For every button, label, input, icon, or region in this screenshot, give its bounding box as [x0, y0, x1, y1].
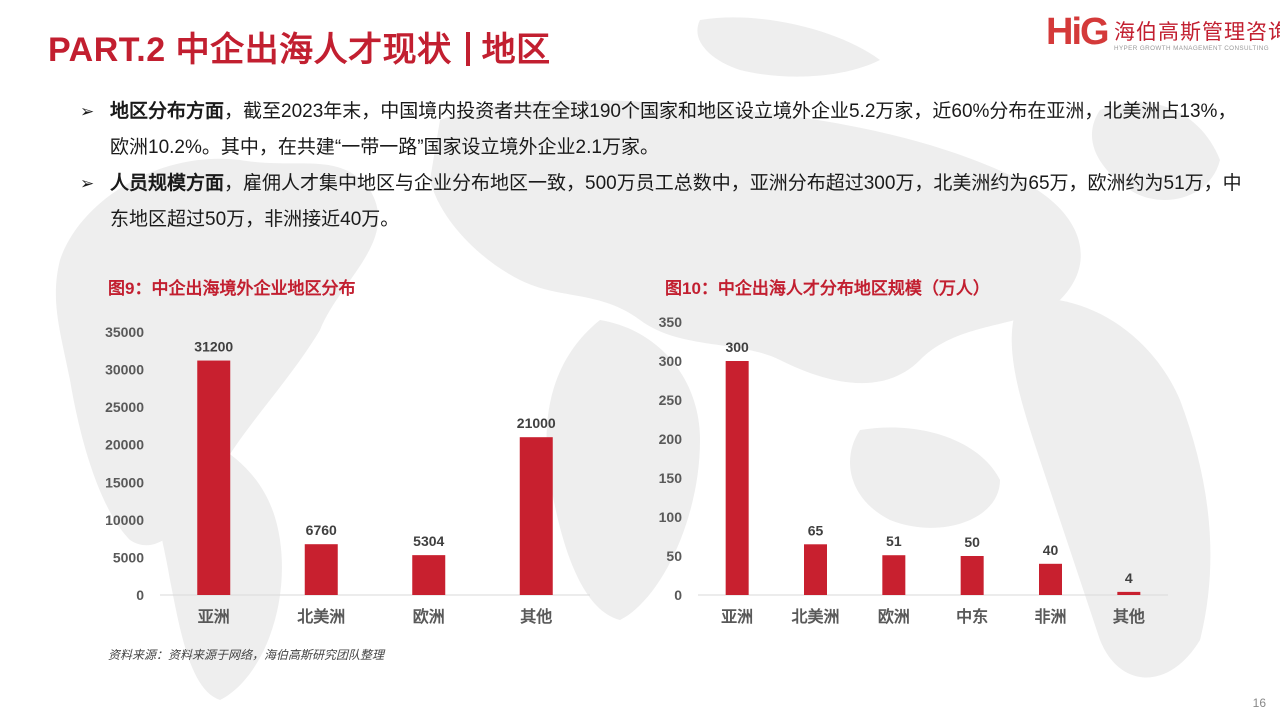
category-label: 北美洲 [297, 607, 345, 626]
logo-name-en: HYPER GROWTH MANAGEMENT CONSULTING [1114, 45, 1270, 52]
bullet-list: ➢ 地区分布方面，截至2023年末，中国境内投资者共在全球190个国家和地区设立境… [80, 94, 1250, 238]
company-logo: HiG 海伯高斯管理咨询 HYPER GROWTH MANAGEMENT CON… [1046, 11, 1280, 53]
page-title-main: PART.2 中企出海人才现状 [48, 31, 452, 69]
category-label: 中东 [956, 607, 988, 626]
arrow-bullet-icon: ➢ [80, 102, 95, 121]
data-label: 6760 [306, 522, 337, 538]
page-title-section: 地区 [481, 31, 551, 69]
data-label: 300 [725, 339, 749, 355]
y-tick-label: 25000 [105, 399, 144, 415]
y-tick-label: 100 [659, 509, 683, 525]
y-tick-label: 150 [659, 470, 683, 486]
bar [960, 556, 984, 595]
y-tick-label: 300 [659, 353, 683, 369]
data-label: 50 [964, 534, 980, 550]
data-label: 5304 [413, 533, 444, 549]
bullet-text: ，雇佣人才集中地区与企业分布地区一致，500万员工总数中，亚洲分布超过300万，… [110, 173, 1242, 230]
data-label: 4 [1125, 570, 1133, 586]
chart1-enterprise-distribution: 0 5000 10000 15000 20000 25000 30000 35000 31200… [105, 324, 590, 626]
chart2-title: 图10：中企出海人才分布地区规模（万人） [665, 279, 990, 298]
y-tick-label: 20000 [105, 437, 144, 453]
source-note: 资料来源：资料来源于网络，海伯高斯研究团队整理 [108, 648, 385, 662]
bar [304, 544, 338, 595]
bullet-item: ➢ 人员规模方面，雇佣人才集中地区与企业分布地区一致，500万员工总数中，亚洲分布… [80, 166, 1250, 238]
y-tick-label: 50 [666, 548, 682, 564]
bar [725, 361, 749, 595]
page-title: PART.2 中企出海人才现状 地区 [48, 22, 551, 71]
logo-mark: HiG [1046, 11, 1110, 53]
category-label: 亚洲 [198, 608, 230, 626]
y-tick-label: 0 [136, 587, 144, 603]
bar [804, 544, 827, 595]
bar [197, 360, 231, 595]
category-label: 非洲 [1034, 607, 1066, 626]
bullet-heading: 地区分布方面 [110, 101, 225, 122]
y-tick-label: 5000 [113, 549, 144, 565]
bar [1039, 563, 1062, 595]
page-number: 16 [1252, 696, 1266, 710]
arrow-bullet-icon: ➢ [80, 174, 95, 193]
bullet-item: ➢ 地区分布方面，截至2023年末，中国境内投资者共在全球190个国家和地区设立境… [80, 94, 1250, 166]
y-tick-label: 200 [659, 431, 683, 447]
y-tick-label: 250 [659, 392, 683, 408]
data-label: 31200 [194, 339, 233, 355]
category-label: 亚洲 [721, 608, 753, 626]
category-label: 欧洲 [878, 607, 910, 626]
chart2-talent-distribution: 0 50 100 150 200 250 300 350 300 亚洲 65 北美洲 51 欧洲 50 中东 4… [659, 314, 1168, 626]
bar [882, 555, 906, 595]
title-divider [465, 32, 470, 66]
data-label: 21000 [517, 415, 556, 431]
category-label: 其他 [520, 607, 552, 626]
bar [519, 437, 553, 595]
y-tick-label: 10000 [105, 512, 144, 528]
logo-name-cn: 海伯高斯管理咨询 [1114, 21, 1280, 44]
y-tick-label: 30000 [105, 362, 144, 378]
category-label: 北美洲 [791, 607, 839, 626]
y-tick-label: 15000 [105, 474, 144, 490]
bullet-text: ，截至2023年末，中国境内投资者共在全球190个国家和地区设立境外企业5.2万… [110, 101, 1237, 158]
data-label: 40 [1043, 542, 1059, 558]
bar [1117, 591, 1141, 595]
category-label: 欧洲 [413, 607, 445, 626]
data-label: 65 [808, 522, 824, 538]
y-tick-label: 0 [674, 587, 682, 603]
y-tick-label: 350 [659, 314, 683, 330]
bullet-heading: 人员规模方面 [110, 173, 225, 194]
chart1-title: 图9：中企出海境外企业地区分布 [108, 279, 356, 298]
y-tick-label: 35000 [105, 324, 144, 340]
data-label: 51 [886, 533, 902, 549]
world-map-background [55, 17, 1220, 700]
bar [412, 555, 446, 595]
category-label: 其他 [1113, 607, 1145, 626]
